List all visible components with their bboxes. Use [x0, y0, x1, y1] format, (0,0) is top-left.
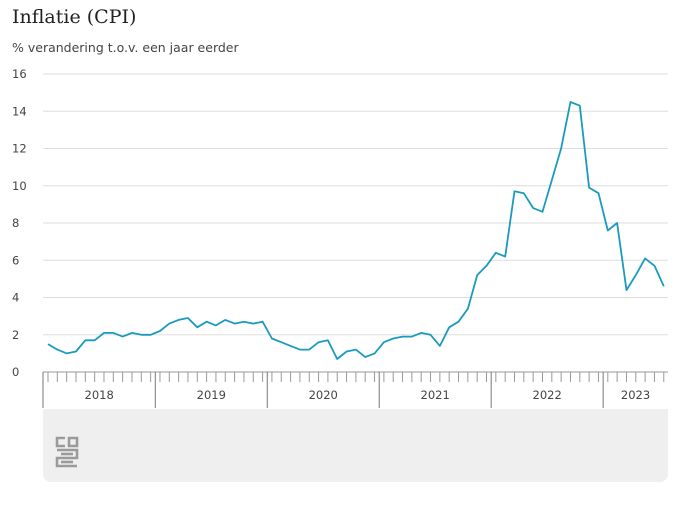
y-tick-label: 2: [12, 328, 19, 342]
y-tick-label: 4: [12, 291, 19, 305]
x-tick-label: 2022: [533, 388, 562, 402]
chart-footer: [43, 409, 668, 482]
y-tick-label: 10: [12, 179, 27, 193]
chart-title: Inflatie (CPI): [12, 6, 137, 28]
y-tick-label: 6: [12, 253, 19, 267]
x-tick-label: 2019: [197, 388, 226, 402]
x-tick-label: 2020: [309, 388, 338, 402]
y-tick-label: 16: [12, 67, 27, 81]
x-tick-label: 2018: [85, 388, 114, 402]
series-layer: [47, 101, 665, 360]
y-tick-label: 8: [12, 216, 19, 230]
x-tick-label: 2021: [421, 388, 450, 402]
x-axis: 2018 2019 2020 2021 2022 2023: [42, 372, 665, 408]
x-tick-label: 2023: [621, 388, 650, 402]
chart-subtitle: % verandering t.o.v. een jaar eerder: [12, 40, 239, 55]
series-line: [47, 101, 665, 360]
y-tick-label: 14: [12, 104, 27, 118]
y-tick-label: 0: [12, 365, 19, 379]
y-tick-label: 12: [12, 142, 27, 156]
cbs-logo-icon: [55, 436, 79, 468]
